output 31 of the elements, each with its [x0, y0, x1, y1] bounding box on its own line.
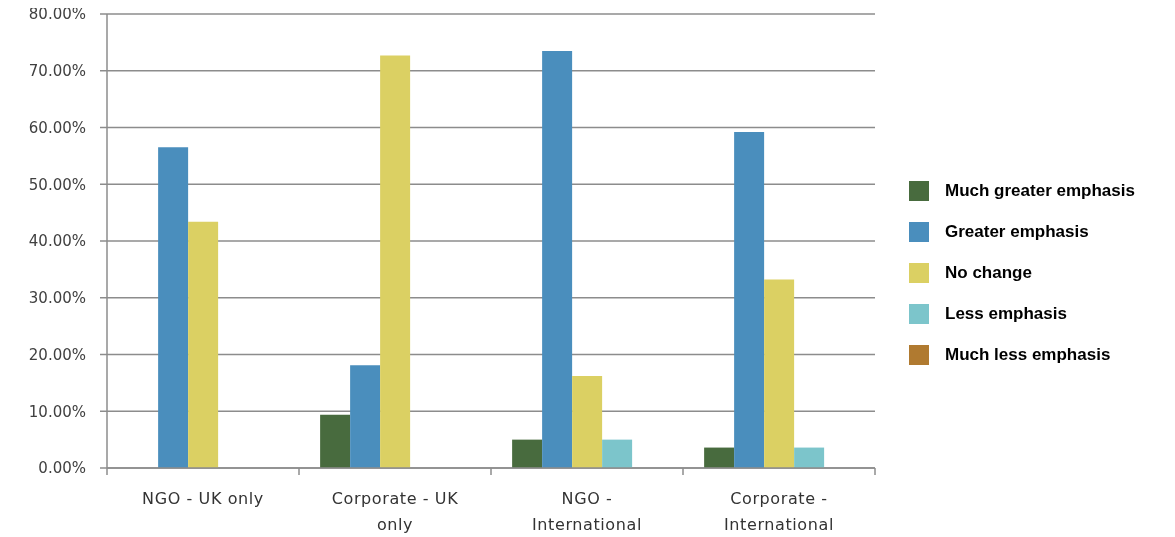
bar [572, 376, 603, 468]
x-tick-label: NGO - UK only [142, 489, 264, 508]
y-tick-label: 60.00% [28, 118, 86, 137]
x-tick-label: NGO - International [532, 489, 642, 534]
x-tick-label: Corporate - UK only [331, 489, 459, 534]
bar [542, 50, 573, 468]
bar [380, 55, 411, 468]
bar [512, 439, 543, 468]
legend-label: Much less emphasis [945, 344, 1111, 365]
bar [350, 365, 381, 468]
y-tick-label: 30.00% [28, 289, 86, 308]
y-tick-label: 40.00% [28, 232, 86, 251]
bar [158, 147, 189, 468]
y-tick-label: 0.00% [38, 459, 86, 478]
y-tick-label: 80.00% [28, 5, 86, 24]
y-tick-label: 10.00% [28, 402, 86, 421]
bar [764, 279, 795, 468]
bar [320, 414, 351, 468]
x-tick-label: Corporate - International [724, 489, 834, 534]
y-tick-label: 20.00% [28, 345, 86, 364]
y-tick-label: 50.00% [28, 175, 86, 194]
bar [794, 447, 825, 468]
bar [704, 447, 735, 468]
legend-label: Much greater emphasis [945, 180, 1135, 201]
y-tick-label: 70.00% [28, 62, 86, 81]
legend-label: Greater emphasis [945, 221, 1089, 242]
bar [602, 439, 633, 468]
bar [188, 221, 219, 468]
legend-label: Less emphasis [945, 303, 1067, 324]
bar [734, 132, 765, 468]
legend-label: No change [945, 262, 1032, 283]
